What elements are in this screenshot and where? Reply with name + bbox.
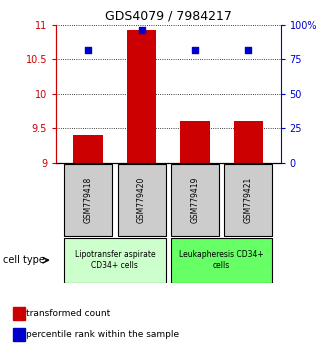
Bar — [180, 121, 210, 163]
Text: cell type: cell type — [3, 255, 45, 265]
Point — [246, 47, 251, 52]
Point — [85, 47, 91, 52]
Bar — [74, 135, 103, 163]
Text: GSM779420: GSM779420 — [137, 177, 146, 223]
Title: GDS4079 / 7984217: GDS4079 / 7984217 — [105, 9, 232, 22]
Text: Lipotransfer aspirate
CD34+ cells: Lipotransfer aspirate CD34+ cells — [75, 251, 155, 270]
Text: GSM779418: GSM779418 — [84, 177, 93, 223]
Bar — [224, 164, 273, 236]
Text: GSM779419: GSM779419 — [190, 177, 200, 223]
Point — [139, 28, 144, 33]
Bar — [171, 238, 273, 283]
Bar — [117, 164, 166, 236]
Bar — [64, 238, 166, 283]
Text: transformed count: transformed count — [26, 309, 111, 318]
Text: percentile rank within the sample: percentile rank within the sample — [26, 330, 180, 339]
Text: Leukapheresis CD34+
cells: Leukapheresis CD34+ cells — [179, 251, 264, 270]
Point — [192, 47, 198, 52]
Text: GSM779421: GSM779421 — [244, 177, 253, 223]
Bar — [64, 164, 112, 236]
Bar — [171, 164, 219, 236]
Bar — [234, 121, 263, 163]
Bar — [127, 30, 156, 163]
